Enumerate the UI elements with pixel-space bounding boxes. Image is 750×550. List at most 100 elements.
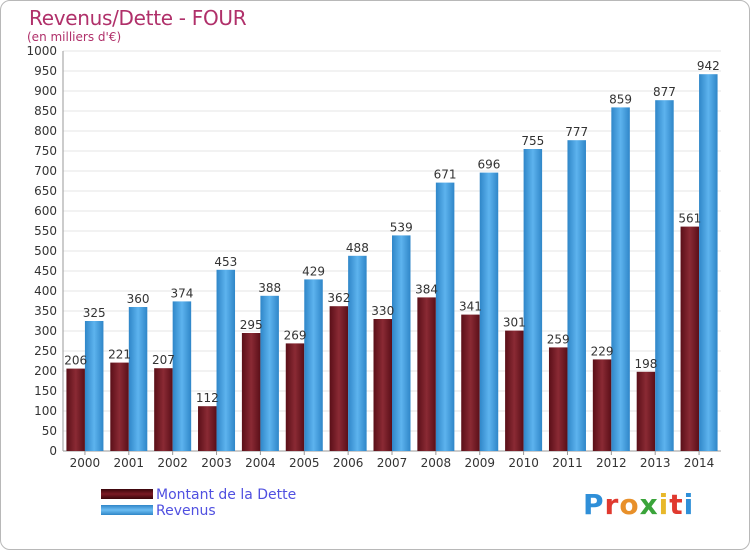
y-tick-label: 250	[34, 344, 57, 358]
y-tick-label: 800	[34, 124, 57, 138]
bar-dette	[592, 359, 612, 451]
y-tick-label: 550	[34, 224, 57, 238]
legend-swatch-dette	[101, 489, 153, 499]
data-label-dette: 362	[327, 291, 350, 305]
data-label-dette: 221	[108, 348, 131, 362]
bars	[66, 74, 718, 452]
bar-dette	[373, 319, 392, 451]
data-label-revenus: 429	[302, 264, 325, 278]
bar-dette	[461, 314, 480, 451]
y-tick-label: 900	[34, 84, 57, 98]
x-axis-ticks: 2000 2001 2002 2003 2004 2005 2006 2007 2008 2009…	[70, 451, 714, 470]
y-tick-label: 350	[34, 304, 57, 318]
bar-dette	[417, 297, 436, 451]
y-tick-label: 300	[34, 324, 57, 338]
data-label-revenus: 374	[170, 286, 193, 300]
bar-revenus	[567, 140, 586, 451]
data-label-revenus: 859	[609, 92, 632, 106]
x-tick-label: 2003	[201, 456, 232, 470]
chart-title: Revenus/Dette - FOUR	[29, 6, 247, 30]
data-label-revenus: 488	[346, 241, 369, 255]
data-label-dette: 207	[152, 353, 175, 367]
chart-subtitle: (en milliers d'€)	[27, 30, 122, 44]
data-label-revenus: 325	[83, 306, 106, 320]
y-tick-label: 100	[34, 404, 57, 418]
data-label-dette: 384	[415, 282, 438, 296]
x-tick-label: 2004	[245, 456, 276, 470]
bar-dette	[548, 347, 568, 451]
bar-dette	[636, 371, 656, 451]
data-label-dette: 198	[634, 357, 657, 371]
x-tick-label: 2005	[289, 456, 320, 470]
bar-dette	[241, 333, 261, 451]
data-label-revenus: 942	[697, 59, 720, 73]
y-tick-label: 850	[34, 104, 57, 118]
x-tick-label: 2012	[596, 456, 627, 470]
data-label-dette: 341	[459, 300, 482, 314]
bar-revenus	[523, 149, 543, 451]
bar-revenus	[392, 235, 411, 451]
x-tick-label: 2002	[157, 456, 188, 470]
bar-revenus	[655, 100, 674, 451]
bar-revenus	[172, 301, 192, 451]
bar-revenus	[435, 182, 455, 451]
data-label-dette: 269	[284, 328, 307, 342]
bar-revenus	[84, 321, 104, 451]
x-tick-label: 2006	[333, 456, 364, 470]
legend-label-dette: Montant de la Dette	[156, 487, 297, 503]
data-label-revenus: 539	[390, 220, 413, 234]
data-label-revenus: 671	[434, 168, 457, 182]
y-tick-label: 400	[34, 284, 57, 298]
bar-dette	[66, 368, 85, 451]
data-label-dette: 301	[503, 316, 526, 330]
data-label-revenus: 877	[653, 85, 676, 99]
bar-revenus	[260, 295, 279, 451]
data-label-dette: 330	[371, 304, 394, 318]
x-tick-label: 2010	[508, 456, 539, 470]
data-label-dette: 206	[64, 354, 87, 368]
bar-dette	[198, 406, 217, 451]
data-label-dette: 561	[678, 212, 701, 226]
bar-dette	[505, 330, 524, 451]
data-label-dette: 229	[591, 344, 614, 358]
y-tick-label: 200	[34, 364, 57, 378]
data-label-revenus: 696	[478, 158, 501, 172]
bar-revenus	[216, 269, 236, 451]
data-label-dette: 112	[196, 391, 219, 405]
proxiti-logo: Proxiti	[583, 488, 695, 521]
y-tick-label: 150	[34, 384, 57, 398]
bar-revenus	[699, 74, 718, 451]
data-label-dette: 295	[240, 318, 263, 332]
bar-revenus	[611, 107, 630, 452]
data-label-revenus: 453	[214, 255, 237, 269]
x-tick-label: 2001	[114, 456, 145, 470]
data-label-dette: 259	[547, 332, 570, 346]
bar-dette	[154, 368, 173, 451]
bar-dette	[329, 306, 349, 451]
x-tick-label: 2011	[552, 456, 583, 470]
x-tick-label: 2009	[464, 456, 495, 470]
bar-dette	[680, 226, 700, 451]
bar-revenus	[128, 307, 148, 451]
legend-label-revenus: Revenus	[156, 503, 216, 519]
bar-revenus	[304, 279, 323, 451]
data-label-revenus: 755	[521, 134, 544, 148]
x-tick-label: 2007	[377, 456, 408, 470]
y-tick-label: 700	[34, 164, 57, 178]
x-tick-label: 2008	[421, 456, 452, 470]
bar-revenus	[348, 255, 367, 451]
x-tick-label: 2013	[640, 456, 671, 470]
bar-dette	[285, 343, 305, 451]
bar-dette	[110, 362, 129, 451]
y-tick-label: 650	[34, 184, 57, 198]
y-tick-label: 50	[42, 424, 57, 438]
y-tick-label: 950	[34, 64, 57, 78]
data-label-revenus: 360	[127, 292, 150, 306]
y-tick-label: 750	[34, 144, 57, 158]
y-tick-label: 600	[34, 204, 57, 218]
y-tick-label: 1000	[26, 44, 57, 58]
y-tick-label: 500	[34, 244, 57, 258]
